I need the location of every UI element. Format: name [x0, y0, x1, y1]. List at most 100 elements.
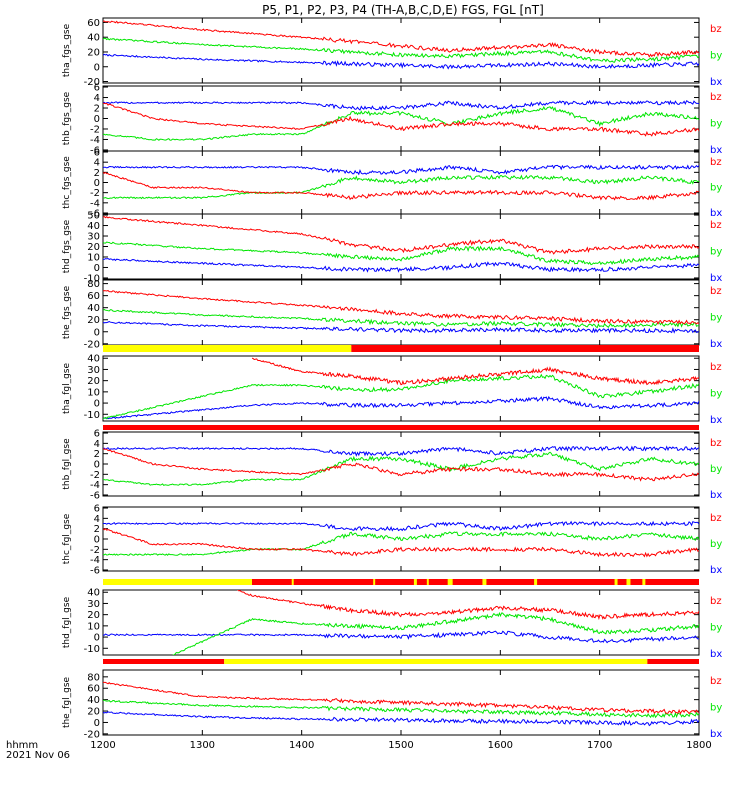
y-tick-label: 0 [94, 535, 100, 546]
y-tick-label: 2 [94, 449, 100, 460]
y-tick-label: 2 [94, 104, 100, 115]
legend-bz: bz [710, 596, 722, 607]
x-tick-label: 1400 [289, 740, 314, 751]
legend-by: by [710, 464, 722, 475]
x-tick-label: 1300 [190, 740, 215, 751]
legend-bz: bz [710, 92, 722, 103]
panel-ylabel: the_fgs_gse [62, 285, 72, 339]
y-tick-label: -10 [84, 410, 100, 421]
y-tick-label: -4 [90, 198, 100, 209]
y-tick-label: 40 [87, 354, 100, 365]
y-tick-label: -6 [90, 208, 100, 219]
series-line-bx [103, 99, 699, 111]
y-tick-label: 0 [94, 718, 100, 729]
x-tick-label: 1700 [587, 740, 612, 751]
x-axis-layer: 1200 1300 1400 1500 1600 1700 1800 [90, 740, 711, 751]
legend-bx: bx [710, 729, 722, 740]
legend-by: by [710, 389, 722, 400]
legend-by: by [710, 703, 722, 714]
legend-bz: bz [710, 24, 722, 35]
panel-ylabel: thd_fgl_gse [62, 596, 72, 648]
panel-frame [102, 589, 700, 656]
mode-bar-segment [647, 659, 699, 664]
panel-ylabel: thb_fgs_gse [62, 91, 72, 145]
legend-bx: bx [710, 490, 722, 501]
y-tick-label: 40 [87, 588, 100, 599]
legend-bx: bx [710, 565, 722, 576]
series-line-bz [103, 20, 699, 58]
y-tick-label: 20 [87, 707, 100, 718]
mode-bar-segment [103, 345, 352, 352]
y-tick-label: 10 [87, 252, 100, 263]
legend-bx: bx [710, 649, 722, 660]
panel-frame [102, 279, 700, 346]
legend-by: by [710, 539, 722, 550]
legend-bx: bx [710, 208, 722, 219]
y-tick-label: 0 [94, 178, 100, 189]
y-tick-label: 30 [87, 365, 100, 376]
legend-bx: bx [710, 145, 722, 156]
y-tick-label: 0 [94, 399, 100, 410]
legend-bz: bz [710, 676, 722, 687]
legend-by: by [710, 119, 722, 130]
y-tick-label: 20 [87, 376, 100, 387]
series-line-by [172, 611, 699, 655]
y-tick-label: 0 [94, 114, 100, 125]
x-tick-label: 1800 [686, 740, 711, 751]
panel-frame [102, 355, 700, 422]
mode-bar [103, 579, 699, 585]
y-tick-label: -20 [84, 339, 100, 350]
y-tick-label: 60 [87, 18, 100, 29]
y-tick-label: 4 [94, 158, 100, 169]
panel-ylabel: thc_fgl_gse [62, 513, 72, 564]
plot-title: P5, P1, P2, P3, P4 (TH-A,B,C,D,E) FGS, F… [262, 3, 544, 17]
y-tick-label: 10 [87, 387, 100, 398]
series-line-by [103, 105, 699, 141]
y-tick-label: 0 [94, 263, 100, 274]
mode-bar-segment [351, 345, 699, 352]
y-tick-label: -20 [84, 77, 100, 88]
y-tick-label: 4 [94, 514, 100, 525]
y-tick-label: 60 [87, 291, 100, 302]
legend-by: by [710, 183, 722, 194]
legend-bz: bz [710, 286, 722, 297]
y-tick-label: 80 [87, 279, 100, 290]
series-line-by [103, 37, 699, 63]
legend-bz: bz [710, 220, 722, 231]
series-line-by [103, 241, 699, 266]
series-line-by [103, 699, 699, 719]
y-tick-label: 20 [87, 610, 100, 621]
series-line-bx [103, 630, 699, 644]
mode-bar-segment [252, 579, 699, 585]
mode-bar [103, 425, 699, 430]
series-line-bx [103, 164, 699, 176]
mode-bar-segment [103, 659, 225, 664]
series-line-bz [237, 590, 699, 621]
y-tick-label: 2 [94, 524, 100, 535]
y-tick-label: -2 [90, 545, 100, 556]
series-line-bz [103, 448, 699, 482]
series-line-bz [251, 357, 699, 386]
legend-bx: bx [710, 415, 722, 426]
series-line-by [103, 174, 699, 200]
y-tick-label: 0 [94, 62, 100, 73]
series-line-by [103, 373, 699, 420]
legend-by: by [710, 313, 722, 324]
y-tick-label: 6 [94, 83, 100, 94]
series-line-bx [103, 395, 699, 420]
series-line-bz [103, 289, 699, 325]
x-tick-label: 1600 [488, 740, 513, 751]
y-tick-label: 40 [87, 695, 100, 706]
mode-bar-segment [291, 579, 294, 585]
mode-bars-layer [103, 345, 699, 664]
legend-bx: bx [710, 339, 722, 350]
y-tick-label: 0 [94, 460, 100, 471]
panel-ylabel: the_fgl_gse [62, 676, 72, 728]
footer-date: 2021 Nov 06 [6, 750, 70, 761]
series-line-bx [103, 321, 699, 334]
